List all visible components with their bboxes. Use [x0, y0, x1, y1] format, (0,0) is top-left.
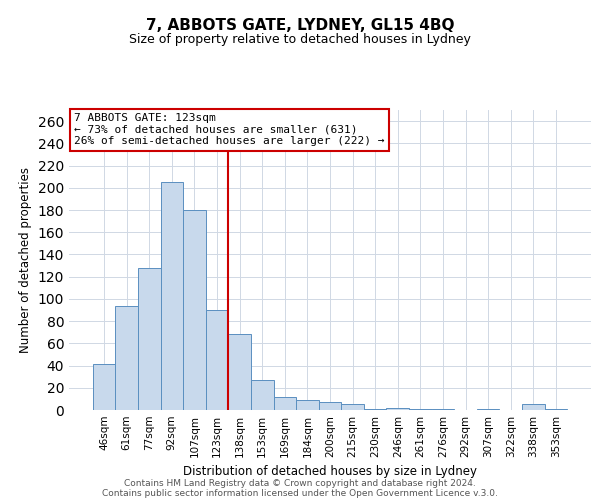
Text: 7, ABBOTS GATE, LYDNEY, GL15 4BQ: 7, ABBOTS GATE, LYDNEY, GL15 4BQ: [146, 18, 454, 32]
Bar: [386, 408, 409, 410]
Bar: [206, 310, 229, 410]
Bar: [274, 396, 296, 410]
Bar: [545, 409, 567, 410]
Bar: [522, 404, 545, 410]
Y-axis label: Number of detached properties: Number of detached properties: [19, 167, 32, 353]
Text: Contains HM Land Registry data © Crown copyright and database right 2024.: Contains HM Land Registry data © Crown c…: [124, 478, 476, 488]
Bar: [409, 409, 431, 410]
Bar: [115, 306, 138, 410]
X-axis label: Distribution of detached houses by size in Lydney: Distribution of detached houses by size …: [183, 466, 477, 478]
Bar: [341, 404, 364, 410]
Bar: [93, 364, 115, 410]
Bar: [364, 409, 386, 410]
Bar: [251, 380, 274, 410]
Text: Contains public sector information licensed under the Open Government Licence v.: Contains public sector information licen…: [102, 488, 498, 498]
Text: Size of property relative to detached houses in Lydney: Size of property relative to detached ho…: [129, 32, 471, 46]
Bar: [431, 409, 454, 410]
Bar: [161, 182, 183, 410]
Bar: [183, 210, 206, 410]
Bar: [319, 402, 341, 410]
Bar: [138, 268, 161, 410]
Text: 7 ABBOTS GATE: 123sqm
← 73% of detached houses are smaller (631)
26% of semi-det: 7 ABBOTS GATE: 123sqm ← 73% of detached …: [74, 113, 385, 146]
Bar: [229, 334, 251, 410]
Bar: [477, 409, 499, 410]
Bar: [296, 400, 319, 410]
